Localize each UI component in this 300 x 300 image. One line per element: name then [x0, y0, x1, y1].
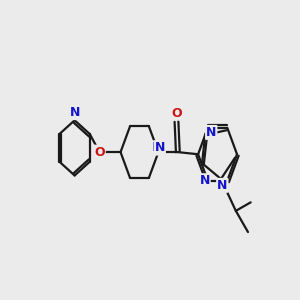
Text: N: N: [200, 174, 210, 187]
Text: N: N: [152, 141, 162, 154]
Text: N: N: [206, 126, 216, 139]
Text: O: O: [94, 146, 105, 159]
Text: O: O: [171, 106, 182, 120]
Text: N: N: [217, 179, 227, 192]
Text: N: N: [154, 141, 165, 154]
Text: N: N: [69, 106, 80, 119]
